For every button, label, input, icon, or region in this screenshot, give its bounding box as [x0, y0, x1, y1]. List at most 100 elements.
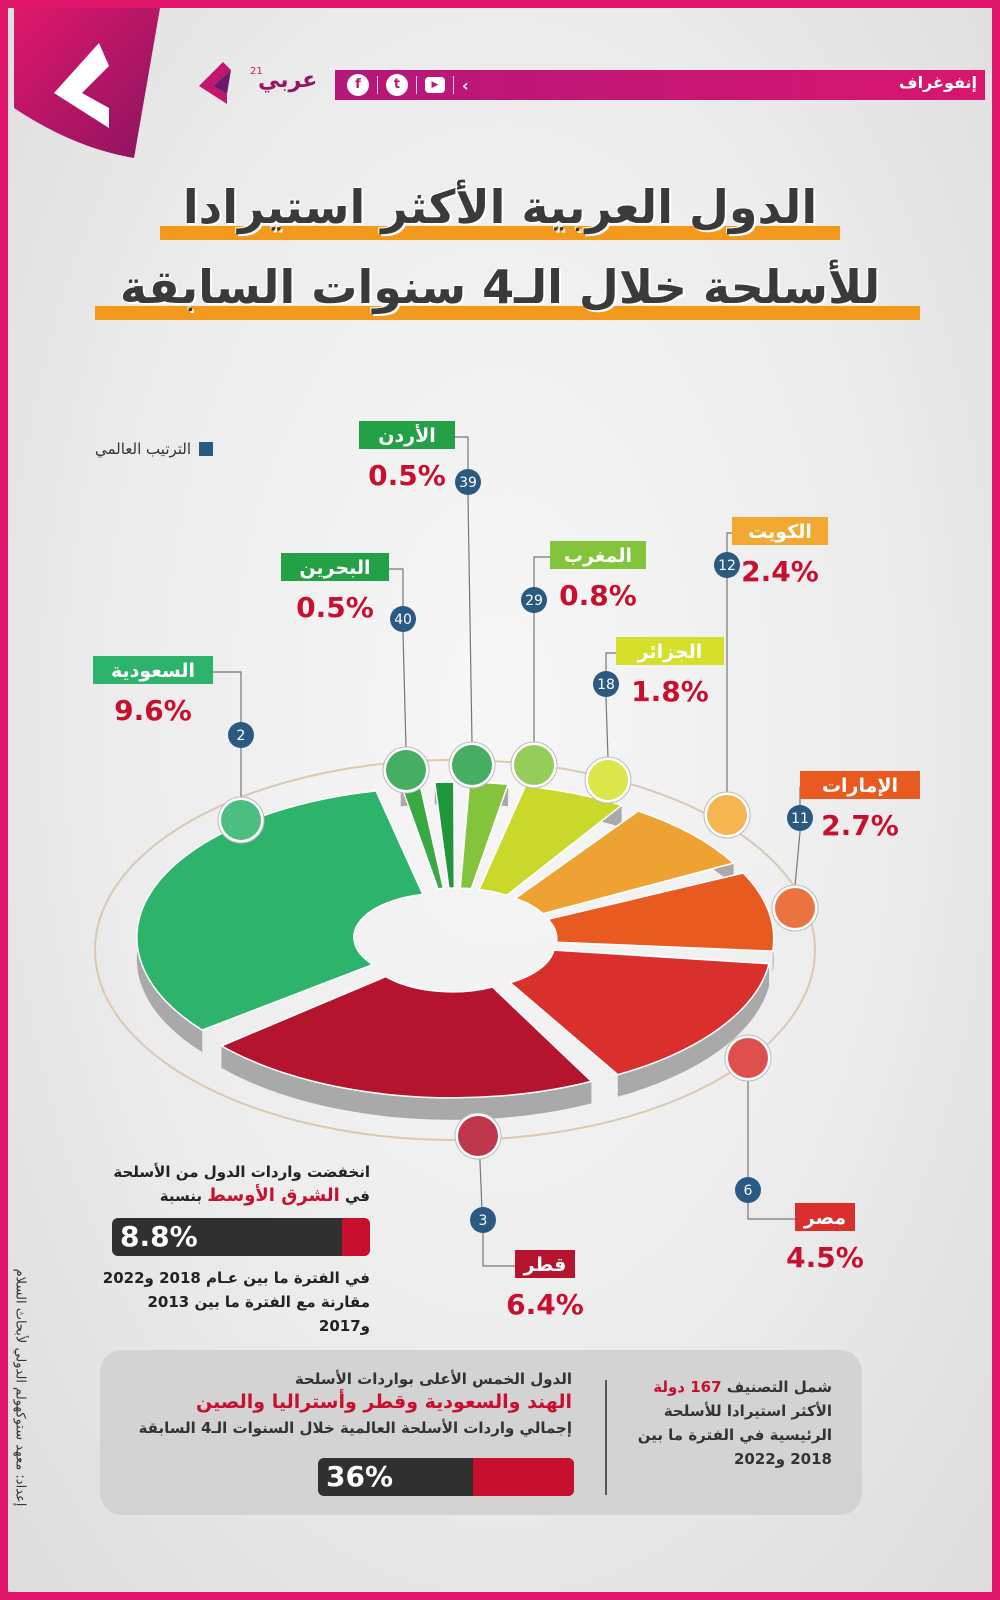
brand-name: عربي [258, 68, 318, 93]
value-label: 0.8% [559, 579, 637, 612]
flag-fill [775, 888, 815, 928]
connector-line [123, 671, 242, 798]
label-box [281, 553, 389, 581]
summary-divider [605, 1380, 607, 1495]
brand-sup: 21 [250, 66, 263, 77]
label-box [795, 1203, 855, 1231]
decline-bar-fill [342, 1218, 370, 1256]
rank-circle [593, 671, 619, 697]
social-links: f t ▶ ‹ [347, 74, 469, 96]
slice-8 [433, 781, 456, 889]
rank-label: 11 [791, 811, 809, 827]
flag-fill [458, 1116, 498, 1156]
label-box [93, 656, 213, 684]
summary-country-count: 167 دولة [653, 1378, 722, 1396]
note-line4: مقارنة مع الفترة ما بين 2013 و2017 [147, 1293, 370, 1335]
value-label: 0.5% [296, 591, 374, 624]
flag-fill [386, 750, 426, 790]
slice-side [221, 1045, 592, 1120]
summary-left-line1: الدول الخمس الأعلى بواردات الأسلحة [294, 1370, 572, 1388]
legend: الترتيب العالمي [95, 440, 214, 458]
label-box [616, 637, 724, 665]
summary-left-line3: إجمالي واردات الأسلحة العالمية خلال السن… [138, 1419, 572, 1437]
rank-circle [390, 606, 416, 632]
chevron-left-icon: ‹ [462, 75, 469, 95]
top-bar: f t ▶ ‹ إنفوغراف [335, 70, 985, 100]
summary-right-1a: شمل التصنيف [726, 1378, 832, 1396]
summary-right-line2: الأكثر استيرادا للأسلحة [663, 1402, 832, 1420]
rank-circle [714, 552, 740, 578]
rank-label: 40 [394, 612, 412, 628]
country-label: الكويت [748, 521, 812, 543]
summary-right-line3: الرئيسية في الفترة ما بين [637, 1426, 832, 1444]
note-suffix: بنسبة [159, 1187, 202, 1205]
country-label: قطر [523, 1254, 567, 1276]
note-prefix: في [345, 1187, 370, 1205]
value-label: 2.7% [821, 809, 899, 842]
brand-logo-icon [199, 62, 231, 104]
note-line2: في الشرق الأوسط بنسبة [100, 1184, 370, 1208]
rank-circle [470, 1207, 496, 1233]
summary-left-line2: الهند والسعودية وقطر وأستراليا والصين [196, 1391, 572, 1413]
legend-swatch [199, 442, 214, 456]
rank-label: 2 [237, 728, 246, 744]
rank-label: 3 [479, 1213, 488, 1229]
value-label: 9.6% [114, 694, 192, 727]
title-underline-2 [95, 306, 920, 320]
value-label: 0.5% [368, 459, 446, 492]
credit: إعداد: معهد ستوكهولم الدولي لأبحاث السلا… [0, 1200, 40, 1600]
value-label: 1.8% [631, 675, 709, 708]
value-label: 4.5% [786, 1241, 864, 1274]
connector-line [747, 1036, 795, 1220]
divider [453, 76, 454, 94]
page-title-line1: الدول العربية الأكثر استيرادا [182, 180, 818, 234]
flag-fill [728, 1038, 768, 1078]
frame-left [0, 0, 8, 1600]
facebook-icon[interactable]: f [347, 74, 369, 96]
decline-value: 8.8% [120, 1220, 198, 1253]
rank-label: 18 [597, 677, 615, 693]
label-box [732, 517, 828, 545]
label-box [515, 1250, 575, 1278]
rank-circle [787, 805, 813, 831]
slice-1 [219, 975, 593, 1099]
section-name: إنفوغراف [899, 73, 977, 92]
middle-east-note: انخفضت واردات الدول من الأسلحة في الشرق … [100, 1160, 370, 1338]
frame-top [0, 0, 1000, 8]
legend-label: الترتيب العالمي [95, 440, 192, 458]
credit-text: إعداد: معهد ستوكهولم الدولي لأبحاث السلا… [12, 1268, 28, 1507]
rank-label: 12 [718, 558, 736, 574]
rank-circle [521, 587, 547, 613]
decline-bar: 8.8% [112, 1218, 370, 1256]
divider [377, 76, 378, 94]
note-line3: في الفترة ما بين عـام 2018 و2022 [102, 1269, 370, 1287]
slice-2 [508, 949, 771, 1076]
slice-4 [513, 810, 736, 915]
label-box [550, 541, 646, 569]
youtube-icon[interactable]: ▶ [425, 77, 445, 93]
frame-bottom [0, 1592, 1000, 1600]
summary-panel: شمل التصنيف 167 دولة الأكثر استيرادا للأ… [100, 1350, 862, 1515]
rank-circle [455, 469, 481, 495]
page-title-line2: للأسلحة خلال الـ4 سنوات السابقة [119, 260, 881, 314]
flag-fill [514, 745, 554, 785]
flag-fill [452, 745, 492, 785]
share-bar-fill [472, 1458, 574, 1496]
divider [416, 76, 417, 94]
value-label: 6.4% [506, 1288, 584, 1321]
value-label: 2.4% [741, 555, 819, 588]
rank-circle [735, 1177, 761, 1203]
label-box [359, 421, 455, 449]
flag-fill [221, 800, 261, 840]
summary-right: شمل التصنيف 167 دولة الأكثر استيرادا للأ… [612, 1375, 832, 1471]
connector-line [477, 1113, 515, 1267]
rank-label: 6 [744, 1183, 753, 1199]
frame-right [992, 0, 1000, 1600]
slice-3 [546, 872, 775, 952]
summary-right-line4: 2018 و2022 [733, 1450, 832, 1468]
corner-logo-icon [14, 8, 160, 158]
country-label: المغرب [564, 545, 632, 567]
summary-right-line1: شمل التصنيف 167 دولة [612, 1375, 832, 1399]
twitter-icon[interactable]: t [386, 74, 408, 96]
